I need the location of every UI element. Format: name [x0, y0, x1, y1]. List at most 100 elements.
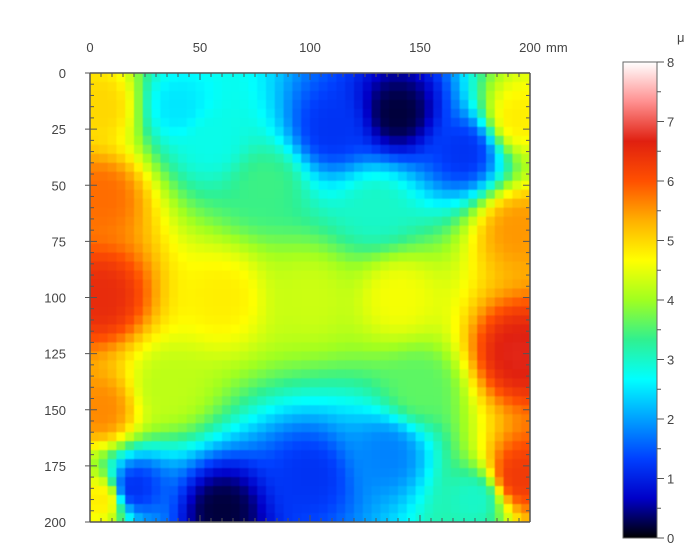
heatmap-cell	[354, 198, 364, 209]
heatmap-cell	[450, 306, 461, 317]
heatmap-cell	[134, 288, 144, 299]
heatmap-cell	[415, 153, 425, 164]
heatmap-cell	[292, 378, 302, 388]
heatmap-cell	[186, 414, 197, 424]
heatmap-cell	[521, 99, 530, 110]
heatmap-cell	[327, 351, 337, 361]
heatmap-cell	[274, 504, 285, 514]
heatmap-cell	[362, 279, 373, 290]
heatmap-cell	[186, 216, 197, 227]
heatmap-cell	[494, 324, 505, 335]
heatmap-cell	[151, 108, 161, 119]
heatmap-cell	[521, 396, 530, 406]
heatmap-cell	[327, 90, 337, 101]
heatmap-cell	[125, 243, 135, 254]
heatmap-cell	[283, 189, 293, 200]
heatmap-cell	[318, 459, 329, 469]
heatmap-cell	[406, 396, 417, 406]
heatmap-cell	[257, 144, 267, 155]
heatmap-cell	[450, 108, 461, 119]
heatmap-cell	[310, 315, 320, 326]
heatmap-cell	[134, 315, 144, 326]
heatmap-cell	[433, 108, 443, 119]
heatmap-cell	[239, 405, 249, 415]
heatmap-cell	[424, 297, 434, 308]
heatmap-cell	[213, 243, 223, 254]
heatmap-cell	[486, 441, 496, 451]
heatmap-cell	[107, 441, 117, 451]
heatmap-cell	[494, 117, 505, 128]
heatmap-cell	[248, 306, 258, 317]
heatmap-cell	[186, 189, 197, 200]
heatmap-cell	[169, 504, 179, 514]
heatmap-cell	[398, 423, 408, 433]
heatmap-cell	[459, 486, 469, 496]
heatmap-cell	[107, 342, 117, 352]
heatmap-cell	[186, 270, 197, 281]
heatmap-cell	[354, 414, 364, 424]
heatmap-cell	[503, 387, 513, 397]
heatmap-cell	[345, 234, 355, 245]
heatmap-cell	[283, 81, 293, 92]
heatmap-cell	[134, 333, 144, 343]
heatmap-cell	[239, 351, 249, 361]
heatmap-cell	[415, 207, 425, 218]
heatmap-cell	[204, 90, 214, 101]
heatmap-cell	[239, 513, 249, 522]
heatmap-cell	[354, 315, 364, 326]
heatmap-cell	[521, 288, 530, 299]
heatmap-cell	[494, 369, 505, 379]
heatmap-cell	[398, 369, 408, 379]
heatmap-cell	[230, 432, 241, 442]
heatmap-cell	[486, 162, 496, 173]
heatmap-cell	[125, 144, 135, 155]
heatmap-cell	[98, 135, 109, 146]
heatmap-cell	[318, 261, 329, 272]
heatmap-cell	[239, 73, 249, 83]
heatmap-cell	[160, 423, 170, 433]
heatmap-cell	[292, 144, 302, 155]
heatmap-cell	[494, 270, 505, 281]
heatmap-cell	[503, 396, 513, 406]
heatmap-cell	[345, 333, 355, 343]
heatmap-cell	[415, 126, 425, 137]
heatmap-cell	[178, 261, 188, 272]
heatmap-cell	[494, 378, 505, 388]
heatmap-cell	[354, 126, 364, 137]
heatmap-cell	[486, 117, 496, 128]
heatmap-cell	[318, 351, 329, 361]
heatmap-cell	[160, 207, 170, 218]
heatmap-cell	[186, 333, 197, 343]
heatmap-cell	[477, 171, 487, 182]
heatmap-cell	[380, 288, 390, 299]
heatmap-cell	[283, 234, 293, 245]
heatmap-cell	[151, 162, 161, 173]
heatmap-cell	[310, 288, 320, 299]
heatmap-cell	[230, 117, 241, 128]
heatmap-cell	[362, 288, 373, 299]
heatmap-cell	[521, 261, 530, 272]
heatmap-cell	[345, 90, 355, 101]
heatmap-cell	[494, 171, 505, 182]
heatmap-cell	[362, 207, 373, 218]
heatmap-cell	[292, 117, 302, 128]
heatmap-cell	[160, 306, 170, 317]
heatmap-cell	[266, 486, 276, 496]
heatmap-cell	[213, 252, 223, 263]
heatmap-cell	[292, 504, 302, 514]
heatmap-cell	[257, 252, 267, 263]
heatmap-cell	[503, 324, 513, 335]
heatmap-cell	[186, 441, 197, 451]
heatmap-cell	[142, 477, 153, 487]
heatmap-cell	[186, 117, 197, 128]
heatmap-cell	[424, 342, 434, 352]
heatmap-cell	[107, 162, 117, 173]
heatmap-cell	[98, 198, 109, 209]
heatmap-cell	[178, 513, 188, 522]
heatmap-cell	[204, 459, 214, 469]
y-tick-label: 125	[44, 347, 66, 362]
heatmap-cell	[459, 99, 469, 110]
heatmap-cell	[380, 198, 390, 209]
heatmap-cell	[459, 477, 469, 487]
heatmap-cell	[512, 261, 522, 272]
